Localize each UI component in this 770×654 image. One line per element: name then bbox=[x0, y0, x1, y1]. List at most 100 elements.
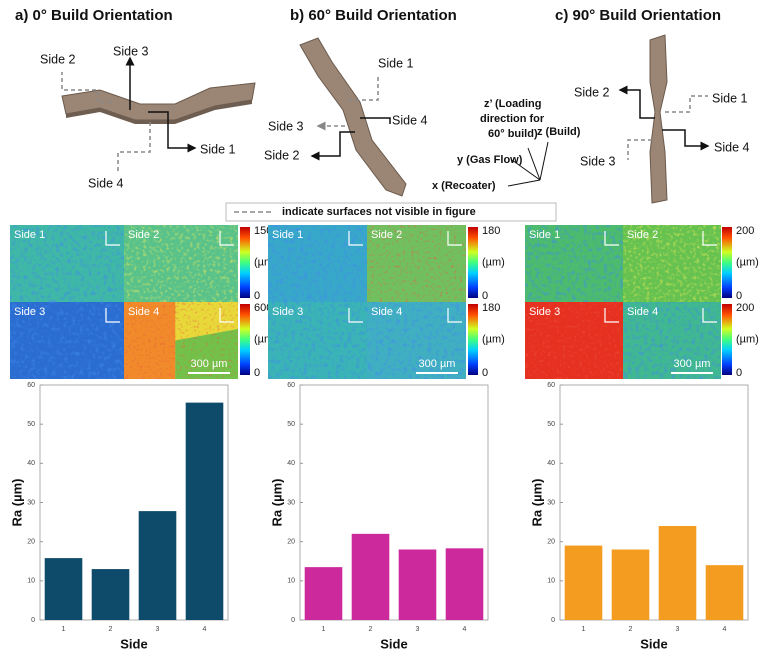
colorbar-tick: 200 bbox=[736, 225, 754, 237]
side-label: Side 4 bbox=[392, 113, 427, 127]
bar bbox=[139, 511, 177, 620]
colorbar bbox=[240, 304, 250, 375]
map-side-label: Side 4 bbox=[371, 306, 402, 318]
axis-label: direction for bbox=[480, 113, 545, 125]
bar bbox=[399, 550, 437, 621]
side-label: Side 1 bbox=[712, 91, 747, 105]
y-tick-label: 60 bbox=[27, 382, 35, 389]
x-axis-label: Side bbox=[120, 636, 147, 651]
colorbar bbox=[722, 227, 732, 298]
map-side-label: Side 1 bbox=[14, 229, 45, 241]
y-tick-label: 30 bbox=[547, 499, 555, 506]
y-tick-label: 50 bbox=[547, 421, 555, 428]
y-tick-label: 0 bbox=[551, 617, 555, 624]
y-tick-label: 10 bbox=[287, 578, 295, 585]
map-side-label: Side 2 bbox=[128, 229, 159, 241]
map-side-label: Side 4 bbox=[627, 306, 658, 318]
colorbar-unit: (µm) bbox=[482, 256, 505, 268]
side-label: Side 2 bbox=[574, 85, 609, 99]
bar bbox=[565, 546, 603, 620]
axis-label: x (Recoater) bbox=[432, 180, 496, 192]
side-label: Side 1 bbox=[200, 142, 235, 156]
x-tick-label: 2 bbox=[109, 626, 113, 633]
y-tick-label: 60 bbox=[547, 382, 555, 389]
panel-title: c) 90° Build Orientation bbox=[555, 7, 721, 24]
axis-label: y (Gas Flow) bbox=[457, 154, 523, 166]
side-label: Side 3 bbox=[268, 119, 303, 133]
colorbar bbox=[722, 304, 732, 375]
x-axis-label: Side bbox=[640, 636, 667, 651]
x-tick-label: 1 bbox=[582, 626, 586, 633]
y-tick-label: 40 bbox=[27, 460, 35, 467]
side-label: Side 1 bbox=[378, 56, 413, 70]
panel-title: b) 60° Build Orientation bbox=[290, 7, 457, 24]
side-label: Side 4 bbox=[88, 176, 123, 190]
colorbar-tick: 200 bbox=[736, 302, 754, 314]
colorbar-tick: 0 bbox=[254, 290, 260, 302]
map-side-label: Side 2 bbox=[627, 229, 658, 241]
colorbar bbox=[468, 304, 478, 375]
x-tick-label: 2 bbox=[629, 626, 633, 633]
colorbar-tick: 0 bbox=[482, 367, 488, 379]
y-tick-label: 60 bbox=[287, 382, 295, 389]
scale-bar-label: 300 µm bbox=[191, 358, 228, 370]
map-side-label: Side 1 bbox=[529, 229, 560, 241]
x-tick-label: 1 bbox=[322, 626, 326, 633]
y-tick-label: 30 bbox=[27, 499, 35, 506]
scale-bar-label: 300 µm bbox=[674, 358, 711, 370]
y-tick-label: 20 bbox=[27, 539, 35, 546]
bar bbox=[45, 558, 83, 620]
bar bbox=[92, 569, 130, 620]
x-tick-label: 4 bbox=[203, 626, 207, 633]
side-label: Side 3 bbox=[580, 154, 615, 168]
colorbar-tick: 0 bbox=[736, 290, 742, 302]
colorbar-tick: 0 bbox=[736, 367, 742, 379]
axis-label: z (Build) bbox=[537, 126, 581, 138]
y-tick-label: 20 bbox=[547, 539, 555, 546]
colorbar bbox=[468, 227, 478, 298]
y-axis-label: Ra (µm) bbox=[529, 479, 544, 527]
panel-title: a) 0° Build Orientation bbox=[15, 7, 173, 24]
map-side-label: Side 1 bbox=[272, 229, 303, 241]
y-axis-label: Ra (µm) bbox=[269, 479, 284, 527]
legend: indicate surfaces not visible in figure bbox=[226, 203, 556, 221]
y-axis-label: Ra (µm) bbox=[9, 479, 24, 527]
x-tick-label: 2 bbox=[369, 626, 373, 633]
y-tick-label: 50 bbox=[27, 421, 35, 428]
side-label: Side 2 bbox=[264, 148, 299, 162]
specimen bbox=[620, 35, 708, 203]
colorbar-unit: (µm) bbox=[482, 333, 505, 345]
x-tick-label: 3 bbox=[416, 626, 420, 633]
bar bbox=[305, 567, 343, 620]
map-side-label: Side 4 bbox=[128, 306, 159, 318]
legend-text: indicate surfaces not visible in figure bbox=[282, 206, 476, 218]
side-label: Side 3 bbox=[113, 44, 148, 58]
colorbar-tick: 0 bbox=[254, 367, 260, 379]
axis-label: 60° build) bbox=[488, 128, 538, 140]
y-tick-label: 0 bbox=[31, 617, 35, 624]
x-tick-label: 3 bbox=[676, 626, 680, 633]
colorbar-tick: 0 bbox=[482, 290, 488, 302]
axis-label: z’ (Loading bbox=[484, 98, 541, 110]
y-tick-label: 30 bbox=[287, 499, 295, 506]
bar bbox=[706, 565, 744, 620]
colorbar-tick: 180 bbox=[482, 302, 500, 314]
colorbar-unit: (µm) bbox=[736, 256, 759, 268]
side-label: Side 4 bbox=[714, 140, 749, 154]
figure: a) 0° Build Orientation b) 60° Build Ori… bbox=[0, 0, 770, 654]
bar bbox=[612, 550, 650, 621]
y-tick-label: 10 bbox=[547, 578, 555, 585]
scale-bar-label: 300 µm bbox=[419, 358, 456, 370]
x-axis-label: Side bbox=[380, 636, 407, 651]
colorbar-tick: 180 bbox=[482, 225, 500, 237]
colorbar bbox=[240, 227, 250, 298]
x-tick-label: 1 bbox=[62, 626, 66, 633]
x-tick-label: 4 bbox=[463, 626, 467, 633]
y-tick-label: 10 bbox=[27, 578, 35, 585]
y-tick-label: 50 bbox=[287, 421, 295, 428]
bar bbox=[659, 526, 697, 620]
y-tick-label: 20 bbox=[287, 539, 295, 546]
map-side-label: Side 3 bbox=[529, 306, 560, 318]
bar bbox=[186, 403, 224, 620]
y-tick-label: 40 bbox=[547, 460, 555, 467]
